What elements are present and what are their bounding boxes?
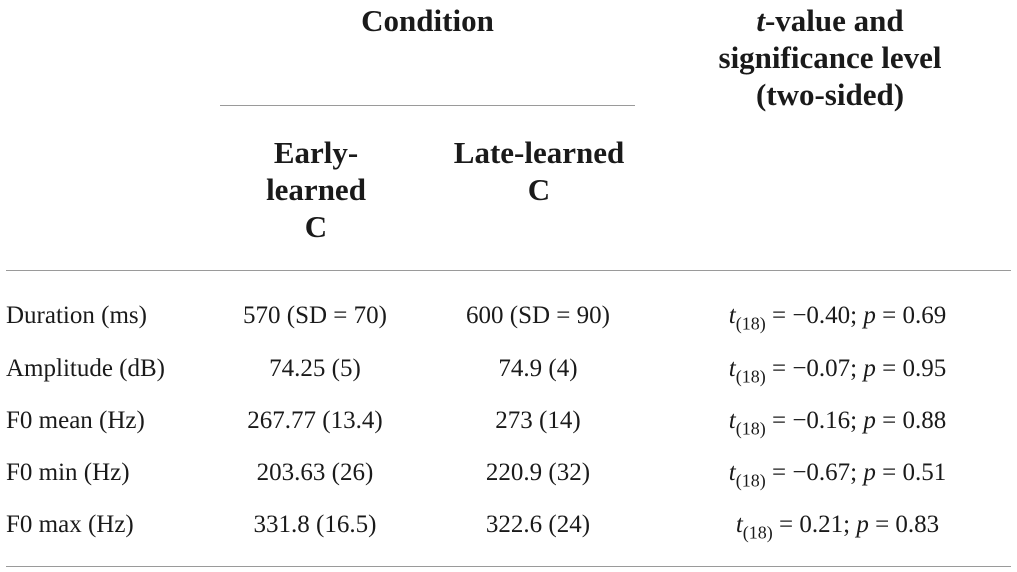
stat-df: (18): [735, 470, 766, 491]
stat-t: t: [728, 459, 736, 486]
stat-p: p: [863, 459, 876, 486]
stat-t: t: [728, 302, 736, 329]
tvalue-header-line1: t-value and: [655, 2, 1005, 39]
row-early-f0-mean: 267.77 (13.4): [247, 407, 383, 434]
stat-t-value: = −0.16;: [765, 407, 864, 434]
stat-df: (18): [735, 313, 766, 334]
stat-t: t: [728, 407, 736, 434]
row-late-amplitude: 74.9 (4): [498, 355, 578, 382]
row-late-f0-max: 322.6 (24): [485, 511, 591, 538]
row-early-f0-min: 203.63 (26): [256, 459, 374, 486]
header-bottom-rule: [6, 270, 1011, 271]
tvalue-header-t: t: [756, 3, 765, 38]
row-stat-amplitude: t(18) = −0.07; p = 0.95: [660, 354, 1015, 387]
late-header-line2: C: [527, 172, 551, 207]
stat-p-value: = 0.83: [868, 511, 940, 538]
stat-p-value: = 0.69: [875, 302, 947, 329]
stat-t: t: [735, 511, 743, 538]
early-header-line3: C: [304, 209, 328, 244]
row-label-amplitude: Amplitude (dB): [6, 355, 166, 382]
row-late-duration: 600 (SD = 90): [466, 302, 610, 329]
stat-t-value: = −0.67;: [765, 459, 864, 486]
stat-df: (18): [735, 418, 766, 439]
early-header-line1: Early-: [273, 135, 359, 170]
tvalue-header-line1-rest: -value and: [764, 3, 904, 38]
stat-p-value: = 0.51: [875, 459, 947, 486]
tvalue-header: t-value and significance level (two-side…: [655, 2, 1005, 113]
row-early-amplitude: 74.25 (5): [269, 355, 361, 382]
row-stat-f0-max: t(18) = 0.21; p = 0.83: [660, 510, 1015, 543]
stat-t-value: = −0.40;: [765, 302, 864, 329]
row-label-f0-min: F0 min (Hz): [6, 459, 130, 486]
row-early-duration: 570 (SD = 70): [243, 302, 387, 329]
table-bottom-rule: [6, 566, 1011, 567]
row-early-f0-max: 331.8 (16.5): [253, 511, 377, 538]
stat-p-value: = 0.88: [875, 407, 947, 434]
row-stat-duration: t(18) = −0.40; p = 0.69: [660, 301, 1015, 334]
stat-t-value: = 0.21;: [772, 511, 857, 538]
stat-p-value: = 0.95: [875, 355, 947, 382]
tvalue-header-line3: (two-sided): [755, 77, 905, 112]
row-late-f0-mean: 273 (14): [495, 407, 581, 434]
early-learned-header: Early- learned C: [220, 134, 412, 245]
condition-rule: [220, 105, 635, 106]
row-label-f0-max: F0 max (Hz): [6, 511, 134, 538]
stat-p: p: [856, 511, 869, 538]
late-header-line1: Late-learned: [453, 135, 625, 170]
tvalue-header-line2: significance level: [718, 40, 942, 75]
stat-df: (18): [735, 366, 766, 387]
row-stat-f0-mean: t(18) = −0.16; p = 0.88: [660, 406, 1015, 439]
row-late-f0-min: 220.9 (32): [485, 459, 591, 486]
condition-header: Condition: [361, 3, 494, 38]
row-stat-f0-min: t(18) = −0.67; p = 0.51: [660, 458, 1015, 491]
stat-t-value: = −0.07;: [765, 355, 864, 382]
stat-p: p: [863, 302, 876, 329]
early-header-line2: learned: [266, 172, 366, 207]
late-learned-header: Late-learned C: [430, 134, 648, 208]
stat-p: p: [863, 407, 876, 434]
row-label-f0-mean: F0 mean (Hz): [6, 407, 145, 434]
row-label-duration: Duration (ms): [6, 302, 147, 329]
stat-df: (18): [742, 522, 773, 543]
stat-t: t: [728, 355, 736, 382]
stat-p: p: [863, 355, 876, 382]
